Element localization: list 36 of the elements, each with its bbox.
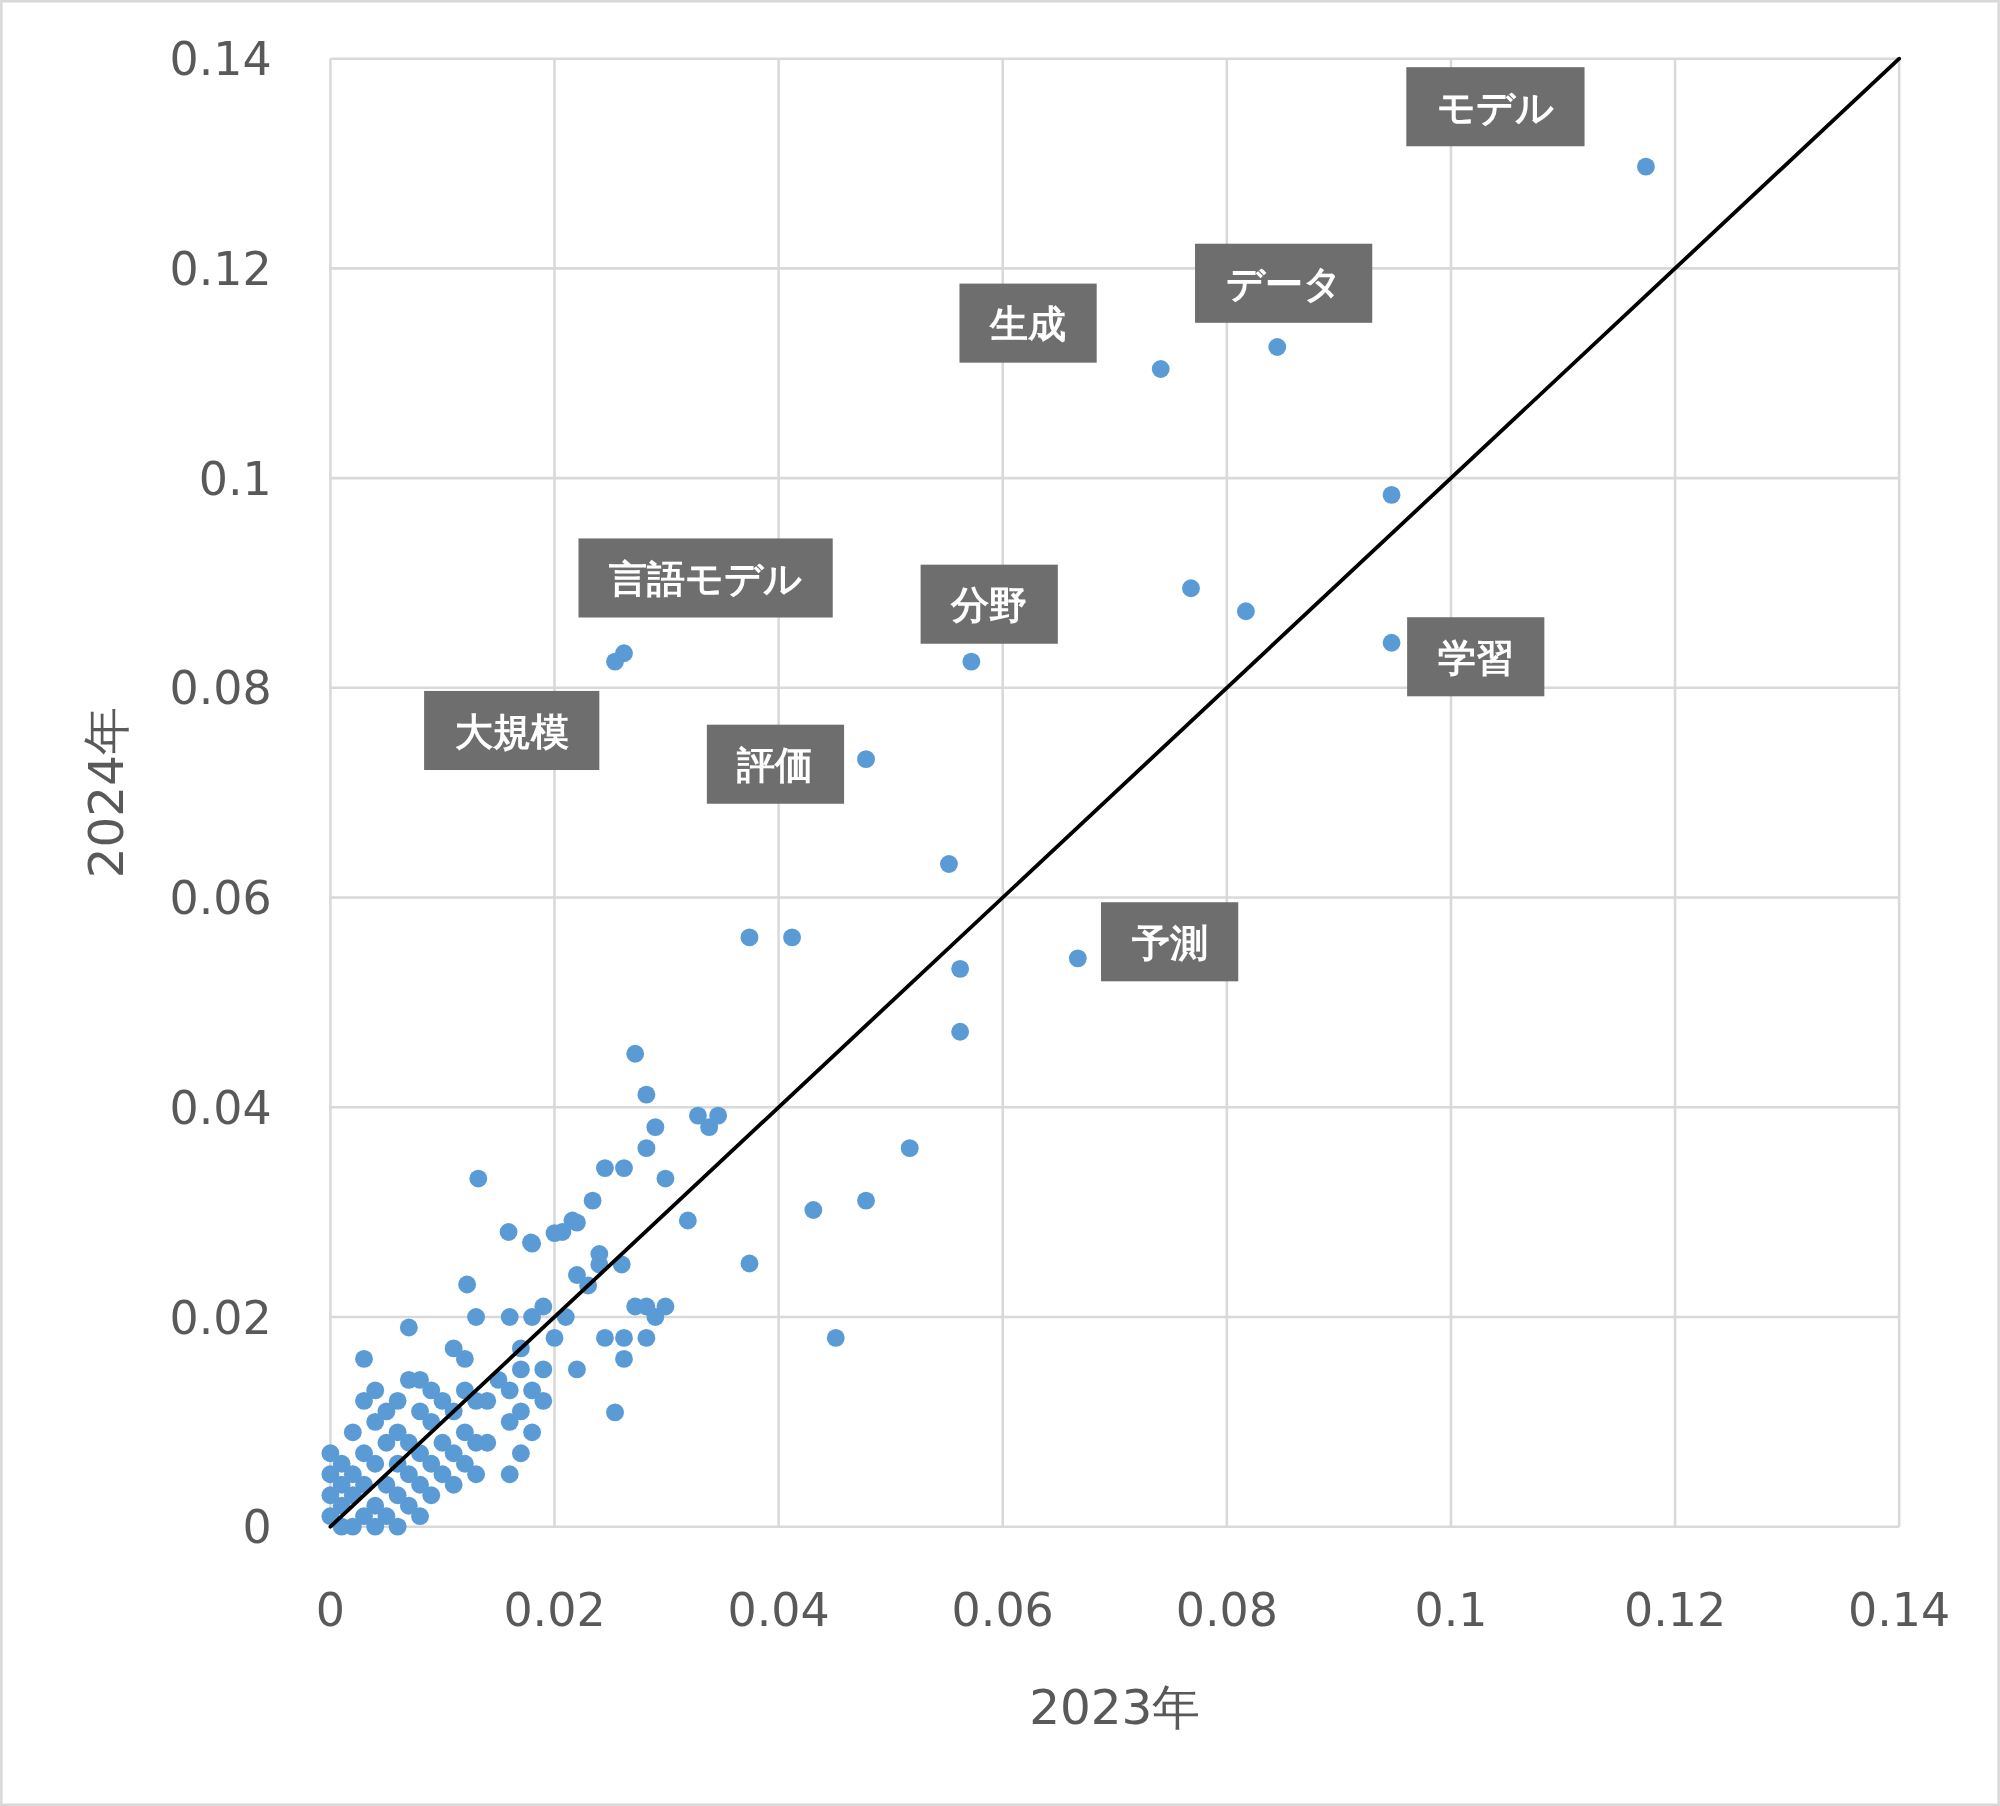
y-tick-label: 0.12 [169, 241, 272, 296]
annotation: 言語モデル [608, 555, 803, 601]
x-axis-title: 2023年 [1029, 1679, 1201, 1736]
annotation: 評価 [706, 724, 845, 804]
annotation: 生成 [959, 283, 1097, 363]
annotation: 分野 [950, 582, 1028, 628]
y-axis-title: 2024年 [77, 707, 134, 879]
annotation: 予測 [1130, 919, 1208, 965]
y-tick-label: 0.04 [169, 1080, 272, 1135]
annotation: モデル [1406, 67, 1585, 147]
annotation: 学習 [1437, 634, 1514, 680]
y-tick-label: 0 [242, 1500, 272, 1555]
y-tick-label: 0.02 [169, 1290, 272, 1345]
y-tick-label: 0.06 [169, 871, 272, 926]
x-tick-label: 0 [315, 1583, 346, 1638]
annotation: 予測 [1101, 902, 1239, 982]
y-tick-label: 0.08 [169, 661, 272, 716]
x-tick-label: 0.02 [503, 1583, 606, 1638]
y-tick-label: 0.1 [198, 451, 272, 506]
annotation: 生成 [989, 301, 1067, 347]
x-tick-label: 0.1 [1414, 1583, 1488, 1638]
annotation: 大規模 [424, 690, 600, 770]
annotation: 言語モデル [578, 538, 833, 618]
x-tick-label: 0.12 [1623, 1583, 1727, 1638]
annotation: 評価 [736, 742, 814, 788]
annotation: 大規模 [454, 708, 569, 754]
annotation: 学習 [1407, 617, 1545, 697]
y-tick-label: 0.14 [169, 32, 272, 87]
annotation: データ [1195, 243, 1373, 323]
x-tick-label: 0.08 [1175, 1583, 1278, 1638]
annotation: データ [1225, 261, 1342, 307]
x-tick-label: 0.14 [1848, 1583, 1951, 1638]
annotation: 分野 [920, 564, 1058, 644]
x-tick-label: 0.04 [727, 1583, 830, 1638]
x-tick-label: 0.06 [951, 1583, 1054, 1638]
annotation: モデル [1436, 84, 1554, 130]
